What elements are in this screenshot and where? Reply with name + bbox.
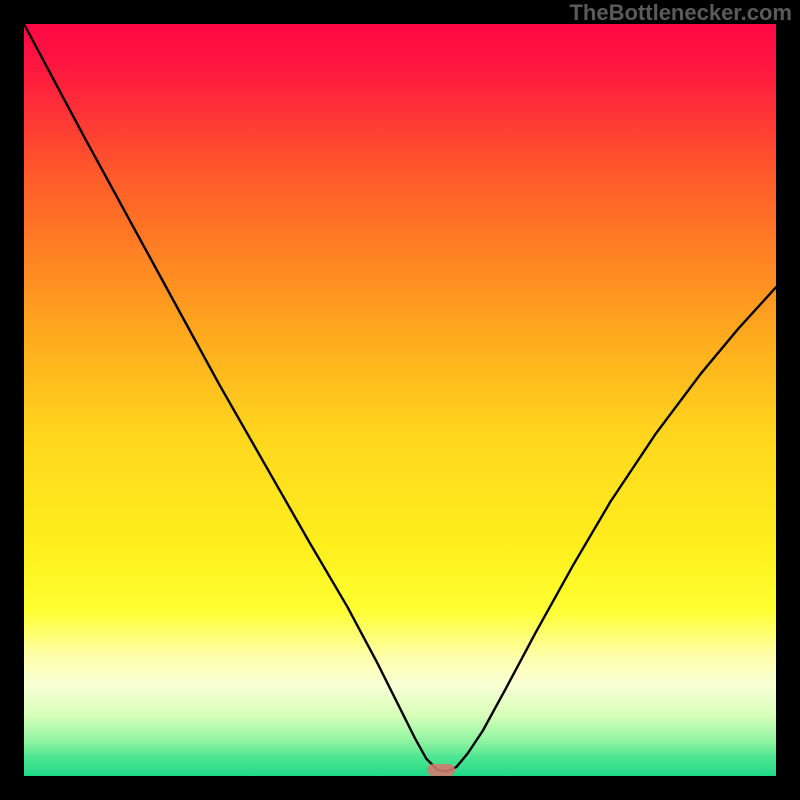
plot-area	[24, 24, 776, 776]
chart-frame: TheBottlenecker.com	[0, 0, 800, 800]
watermark-text: TheBottlenecker.com	[569, 0, 792, 26]
optimal-marker	[427, 764, 455, 776]
curve-layer	[24, 24, 776, 776]
bottleneck-curve	[24, 24, 776, 771]
